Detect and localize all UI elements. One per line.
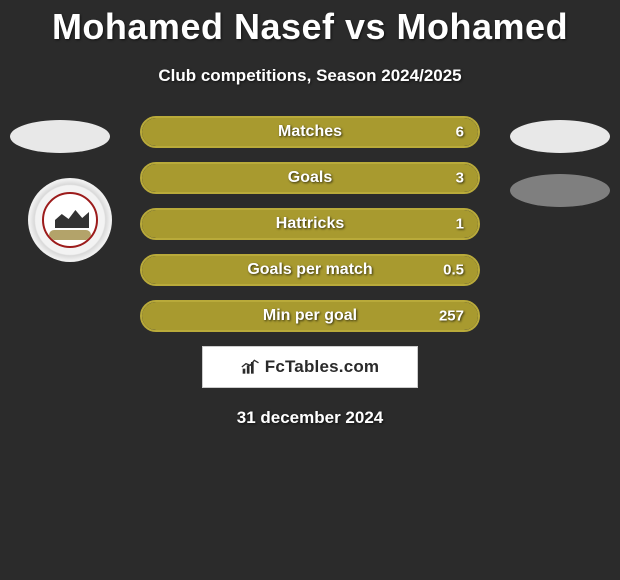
- club-crest: [28, 178, 112, 262]
- stat-bar-label: Goals: [288, 169, 332, 187]
- stat-bars: Matches 6 Goals 3 Hattricks 1 Goals per match 0…: [140, 116, 480, 332]
- stat-bar-value: 0.5: [443, 262, 464, 279]
- stat-bar: Matches 6: [140, 116, 480, 148]
- stat-bar-label: Goals per match: [247, 261, 372, 279]
- player-right-badge-2: [510, 174, 610, 207]
- player-right-badge-1: [510, 120, 610, 153]
- page-subtitle: Club competitions, Season 2024/2025: [0, 66, 620, 86]
- stat-bar-label: Matches: [278, 123, 342, 141]
- brand-text: FcTables.com: [265, 357, 380, 377]
- stat-bar: Hattricks 1: [140, 208, 480, 240]
- player-left-badge: [10, 120, 110, 153]
- stat-bar: Goals per match 0.5: [140, 254, 480, 286]
- stat-bar-label: Min per goal: [263, 307, 357, 325]
- footer-date: 31 december 2024: [0, 408, 620, 428]
- page-title: Mohamed Nasef vs Mohamed: [0, 0, 620, 48]
- stat-bar: Min per goal 257: [140, 300, 480, 332]
- stat-bar-value: 1: [456, 216, 464, 233]
- brand-box[interactable]: FcTables.com: [202, 346, 418, 388]
- stat-bar-value: 257: [439, 308, 464, 325]
- brand-chart-icon: [241, 358, 261, 376]
- stat-bar-label: Hattricks: [276, 215, 344, 233]
- stat-bar-value: 3: [456, 170, 464, 187]
- club-crest-inner: [42, 192, 98, 248]
- stat-bar: Goals 3: [140, 162, 480, 194]
- comparison-stage: Matches 6 Goals 3 Hattricks 1 Goals per match 0…: [0, 116, 620, 332]
- stat-bar-value: 6: [456, 124, 464, 141]
